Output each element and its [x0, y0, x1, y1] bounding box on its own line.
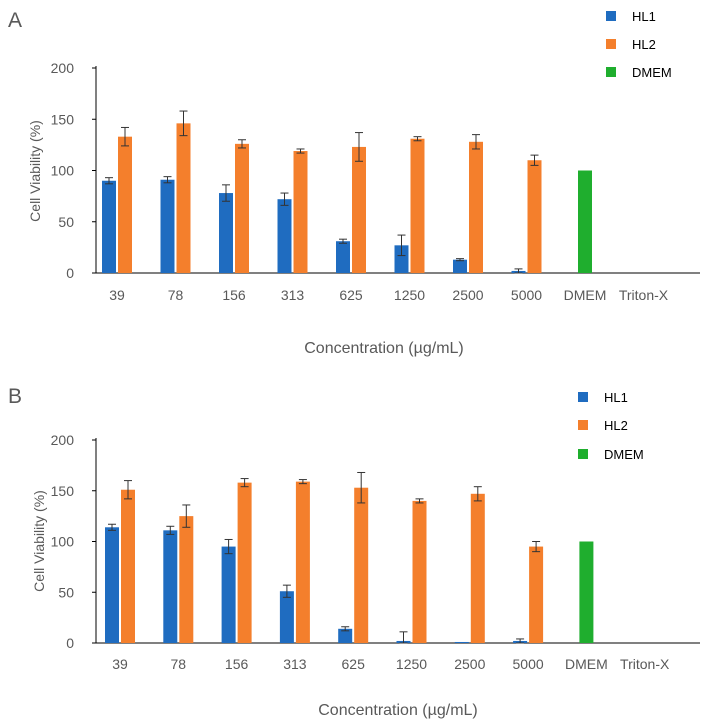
bar-hl1	[279, 591, 294, 643]
x-tick-label: 313	[283, 656, 307, 672]
x-tick-label: Triton-X	[620, 656, 670, 672]
bar-hl2	[527, 160, 542, 273]
bar-hl2	[121, 489, 135, 643]
y-tick-label: 0	[66, 265, 74, 281]
bar-hl1	[277, 199, 292, 273]
legend: HL1 HL2 DMEM	[606, 9, 672, 80]
bar-hl2	[354, 487, 369, 643]
bar-hl1	[454, 641, 469, 643]
bar-hl1	[163, 530, 178, 643]
x-tick-label: 2500	[452, 287, 483, 303]
x-tick-label: 39	[112, 656, 128, 672]
x-tick-label: 5000	[511, 287, 542, 303]
y-tick-label: 150	[51, 111, 75, 127]
x-tick-label: 1250	[396, 656, 427, 672]
x-tick-label: 2500	[454, 656, 485, 672]
bar-hl1	[160, 179, 175, 273]
bar-hl1	[105, 527, 119, 643]
legend-label: HL2	[632, 37, 656, 52]
x-tick-label: 5000	[513, 656, 544, 672]
legend-label: HL2	[604, 418, 628, 433]
bar-hl2	[179, 516, 194, 643]
bar-hl2	[295, 481, 310, 643]
x-axis-title: Concentration (µg/mL)	[304, 340, 464, 357]
x-tick-label: 156	[222, 287, 246, 303]
legend-label: HL1	[632, 9, 656, 24]
bar-hl2	[352, 146, 366, 273]
x-tick-label: 78	[168, 287, 184, 303]
legend-swatch-hl1	[606, 11, 616, 21]
bar-hl2	[235, 143, 249, 273]
y-axis-title: Cell Viability (%)	[27, 120, 43, 222]
bar-hl2	[293, 151, 308, 273]
bar-hl2	[469, 141, 483, 273]
y-tick-label: 0	[66, 635, 74, 651]
legend-label: DMEM	[632, 65, 672, 80]
chart-panel-a: A 0 50 100 150 200 39 78 156 313 625 1250 2500 5000 DM…	[8, 9, 700, 357]
legend-swatch-hl2	[606, 39, 616, 49]
x-tick-label: 78	[171, 656, 187, 672]
bar-dmem	[578, 170, 592, 273]
x-tick-label: 625	[339, 287, 363, 303]
legend-swatch-dmem	[578, 449, 588, 459]
bar-hl1	[453, 259, 467, 273]
bar-hl1	[338, 628, 353, 643]
x-tick-label: Triton-X	[619, 287, 669, 303]
y-tick-label: 200	[51, 60, 75, 76]
y-tick-label: 150	[51, 483, 75, 499]
bar-hl2	[237, 482, 252, 643]
bar-hl1	[221, 546, 236, 643]
legend-swatch-dmem	[606, 67, 616, 77]
bar-hl1	[394, 245, 409, 273]
y-tick-label: 50	[58, 214, 74, 230]
bar-dmem	[579, 541, 594, 643]
bar-hl1	[219, 193, 233, 273]
bar-hl2	[529, 546, 544, 643]
bar-hl2	[470, 493, 485, 643]
x-tick-label: 39	[109, 287, 125, 303]
panel-label: A	[8, 9, 22, 32]
panel-label: B	[8, 385, 22, 408]
chart-panel-b: B 0 50 100 150 200 39 78 156 313 625 1250 2500 5000 DM…	[8, 385, 700, 719]
x-tick-label: 625	[342, 656, 366, 672]
y-tick-label: 50	[58, 584, 74, 600]
bar-hl2	[118, 136, 132, 273]
x-tick-label: DMEM	[564, 287, 607, 303]
legend-label: HL1	[604, 390, 628, 405]
bar-hl2	[412, 500, 427, 643]
x-tick-label: 156	[225, 656, 249, 672]
y-tick-label: 100	[51, 163, 75, 179]
legend-swatch-hl1	[578, 392, 588, 402]
legend-swatch-hl2	[578, 420, 588, 430]
x-tick-label: 1250	[394, 287, 425, 303]
bar-hl1	[336, 241, 350, 273]
y-tick-label: 200	[51, 432, 75, 448]
legend: HL1 HL2 DMEM	[578, 390, 644, 462]
x-tick-label: 313	[281, 287, 305, 303]
bar-hl1	[102, 180, 116, 273]
y-tick-label: 100	[51, 534, 75, 550]
bar-hl2	[176, 123, 191, 273]
legend-label: DMEM	[604, 447, 644, 462]
y-axis-title: Cell Viability (%)	[31, 490, 47, 592]
x-axis-title: Concentration (µg/mL)	[318, 702, 478, 719]
bar-hl2	[410, 138, 425, 273]
x-tick-label: DMEM	[565, 656, 608, 672]
